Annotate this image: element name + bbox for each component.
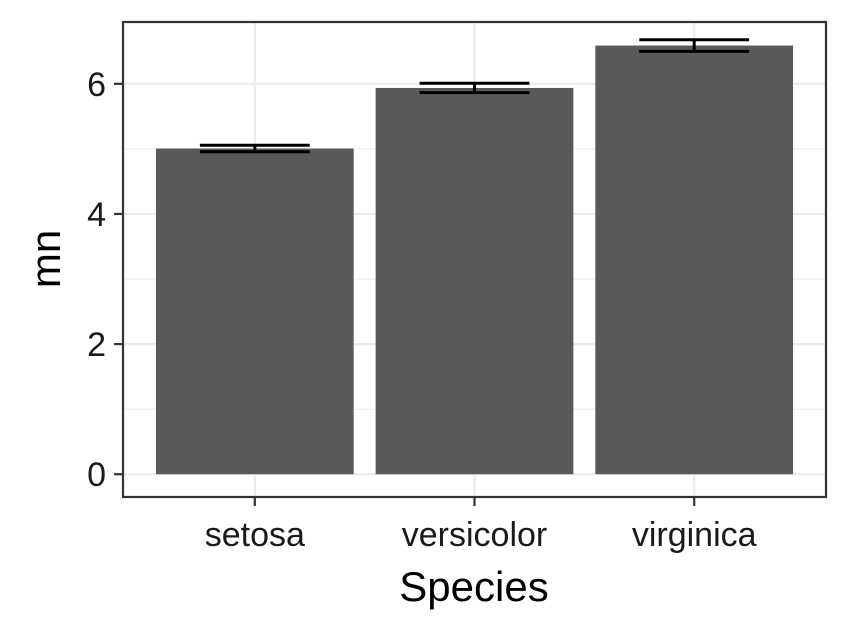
bar-setosa: [155, 148, 354, 475]
bar-virginica: [595, 45, 794, 475]
y-tick-label: 2: [87, 326, 106, 364]
x-axis: setosa versicolor virginica: [205, 497, 757, 554]
y-tick-label: 4: [87, 196, 106, 234]
y-tick-label: 6: [87, 66, 106, 104]
x-tick-label: setosa: [205, 516, 305, 554]
error-bar-virginica: [639, 38, 750, 53]
x-tick-label: versicolor: [402, 516, 547, 554]
y-axis: 0 2 4 6: [87, 66, 123, 494]
error-bar-setosa: [199, 143, 310, 154]
bars: [155, 45, 794, 475]
y-tick-label: 0: [87, 456, 106, 494]
error-bars: [199, 38, 750, 154]
bar-versicolor: [375, 87, 574, 475]
x-tick-label: virginica: [632, 516, 757, 554]
y-axis-title: mn: [22, 230, 69, 288]
error-bar-versicolor: [419, 81, 530, 95]
x-axis-title: Species: [399, 563, 548, 610]
